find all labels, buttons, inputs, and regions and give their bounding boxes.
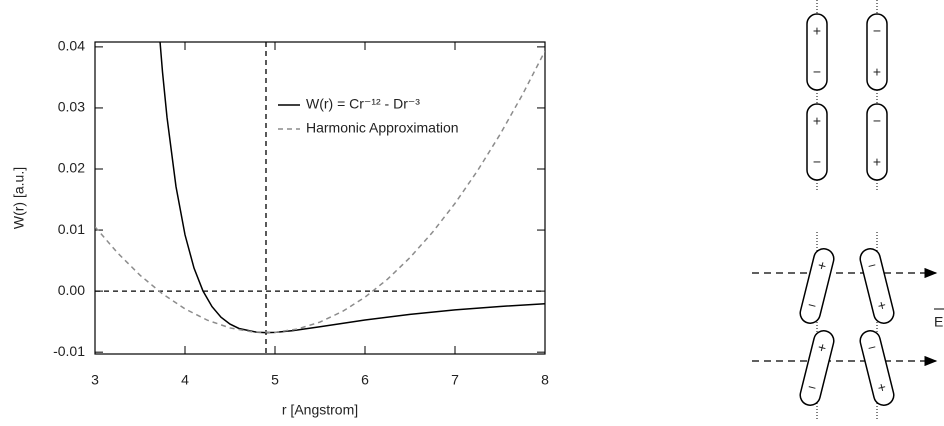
- charge-sign: +: [876, 378, 888, 396]
- y-tick-label: 0.01: [58, 221, 85, 237]
- charge-sign: −: [873, 113, 881, 129]
- plot-frame: [94, 41, 546, 355]
- charge-sign: −: [806, 296, 818, 314]
- dipole: +−: [806, 103, 828, 181]
- charge-sign: +: [816, 257, 828, 275]
- charge-sign: +: [873, 64, 881, 80]
- charge-sign: +: [873, 154, 881, 170]
- charge-sign: +: [813, 23, 821, 39]
- dipole-body: [859, 330, 895, 406]
- dipole-body: [799, 330, 835, 406]
- charge-sign: −: [813, 154, 821, 170]
- dipole: +−: [799, 248, 835, 324]
- dipole: −+: [859, 330, 895, 406]
- charge-sign: −: [806, 378, 818, 396]
- dipole: −+: [859, 248, 895, 324]
- charge-sign: −: [813, 64, 821, 80]
- charge-sign: −: [873, 23, 881, 39]
- data-line: [159, 42, 545, 334]
- dipole: +−: [806, 13, 828, 91]
- dipole-body: [799, 248, 835, 324]
- dipole-body: [806, 103, 828, 181]
- legend-label: Harmonic Approximation: [306, 120, 459, 136]
- y-tick-label: 0.03: [58, 99, 85, 115]
- dipole: +−: [799, 330, 835, 406]
- y-tick-label: 0.02: [58, 160, 85, 176]
- dipole-body: [859, 248, 895, 324]
- dipole-body: [806, 13, 828, 91]
- charge-sign: −: [866, 257, 878, 275]
- charge-sign: +: [876, 296, 888, 314]
- x-tick-label: 8: [541, 372, 549, 388]
- dipole: −+: [866, 13, 888, 91]
- y-tick-label: 0.04: [58, 38, 85, 54]
- x-tick-label: 6: [361, 372, 369, 388]
- y-tick-label: -0.01: [53, 343, 85, 359]
- charge-sign: +: [813, 113, 821, 129]
- y-axis-label: W(r) [a.u.]: [11, 167, 27, 229]
- x-axis-label: r [Angstrom]: [282, 402, 358, 418]
- dipole: −+: [866, 103, 888, 181]
- dipole-diagram: E +−−++−−++−−++−−+: [752, 0, 944, 421]
- field-label: E: [934, 314, 943, 330]
- x-tick-label: 3: [91, 372, 99, 388]
- dipole-body: [866, 13, 888, 91]
- charge-sign: +: [816, 339, 828, 357]
- data-line: [95, 50, 545, 334]
- x-tick-label: 4: [181, 372, 189, 388]
- x-tick-label: 7: [451, 372, 459, 388]
- dipole-body: [866, 103, 888, 181]
- x-tick-label: 5: [271, 372, 279, 388]
- charge-sign: −: [866, 339, 878, 357]
- legend-label: W(r) = Cr⁻¹² - Dr⁻³: [306, 96, 420, 112]
- y-tick-label: 0.00: [58, 282, 85, 298]
